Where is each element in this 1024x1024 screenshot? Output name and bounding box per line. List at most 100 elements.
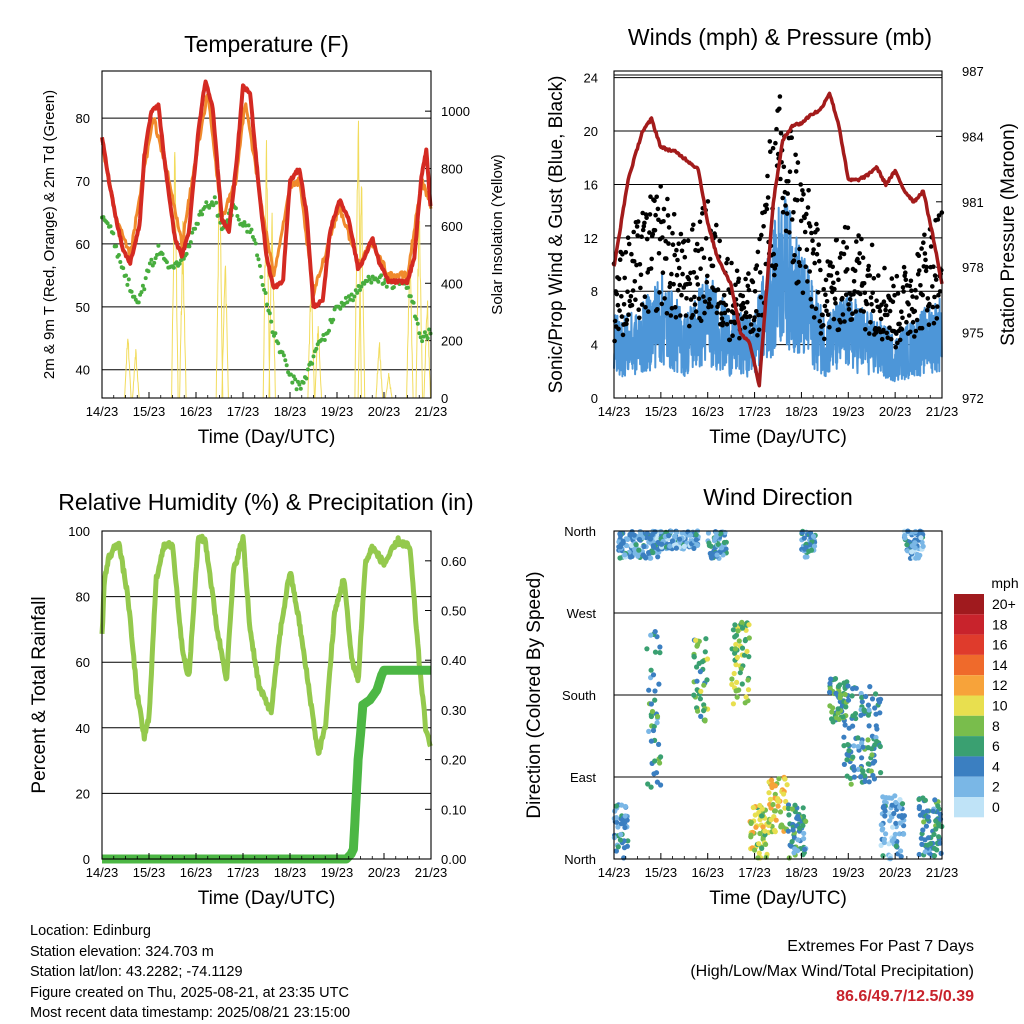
- direction-point: [782, 776, 788, 782]
- direction-point: [923, 823, 930, 829]
- station-info: Location: Edinburg Station elevation: 32…: [30, 921, 350, 1024]
- direction-point: [732, 634, 738, 640]
- dewpoint-point: [408, 294, 413, 299]
- direction-point: [931, 845, 938, 852]
- gust-point: [799, 197, 805, 203]
- direction-point: [654, 720, 660, 726]
- direction-point: [920, 543, 926, 550]
- direction-point: [920, 827, 926, 833]
- temp-y2-axis-title: Solar Insolation (Yellow): [489, 154, 506, 314]
- direction-point: [752, 812, 758, 818]
- direction-point: [803, 818, 809, 825]
- gust-point: [755, 249, 761, 255]
- gust-point: [876, 326, 882, 331]
- gust-point: [895, 340, 900, 346]
- gust-point: [707, 297, 712, 302]
- direction-point: [624, 817, 630, 823]
- dewpoint-point: [126, 277, 131, 282]
- gust-point: [823, 277, 829, 283]
- dewpoint-point: [164, 260, 169, 265]
- gust-point: [922, 251, 928, 256]
- gust-point: [781, 164, 787, 170]
- direction-point: [922, 797, 929, 803]
- direction-point: [778, 824, 784, 830]
- gust-point: [616, 326, 621, 332]
- direction-point: [792, 802, 798, 808]
- gust-point: [764, 202, 769, 208]
- direction-point: [924, 808, 930, 814]
- legend-label: 20+: [992, 596, 1016, 612]
- gust-point: [844, 245, 850, 250]
- direction-point: [743, 694, 749, 700]
- dewpoint-point: [355, 290, 360, 295]
- dewpoint-point: [358, 288, 362, 292]
- gust-point: [616, 276, 622, 282]
- direction-point: [880, 794, 886, 800]
- direction-point: [931, 831, 937, 838]
- direction-point: [806, 548, 812, 554]
- gust-point: [697, 219, 703, 225]
- direction-point: [880, 853, 886, 859]
- gust-point: [907, 283, 913, 289]
- direction-point: [617, 837, 624, 843]
- dewpoint-point: [369, 280, 374, 285]
- wind-x-tick-label: 21/23: [926, 404, 959, 419]
- temp-chart-title: Temperature (F): [184, 31, 349, 57]
- dewpoint-point: [301, 380, 306, 385]
- direction-point: [835, 683, 842, 690]
- gust-point: [935, 217, 941, 222]
- gust-point: [634, 224, 640, 229]
- direction-point: [829, 716, 835, 722]
- dewpoint-point: [291, 374, 296, 379]
- direction-point: [648, 701, 655, 707]
- direction-point: [874, 738, 880, 745]
- direction-point: [701, 682, 707, 688]
- gust-point: [736, 276, 742, 282]
- gust-point: [861, 281, 867, 286]
- gust-point: [648, 266, 654, 271]
- gust-point: [903, 277, 909, 283]
- direction-point: [618, 831, 624, 838]
- gust-point: [761, 224, 766, 229]
- station-latlon: Station lat/lon: 43.2282; -74.1129: [30, 964, 243, 980]
- direction-point: [657, 644, 663, 650]
- direction-point: [613, 803, 620, 809]
- direction-point: [667, 543, 673, 549]
- gust-point: [783, 203, 788, 208]
- gust-point: [683, 313, 689, 318]
- temp-y-tick-label: 60: [76, 237, 90, 252]
- direction-point: [744, 648, 750, 655]
- gust-point: [928, 244, 934, 249]
- direction-point: [842, 722, 848, 728]
- direction-point: [867, 684, 873, 690]
- gust-point: [789, 135, 794, 140]
- wind-y-tick-label: 20: [584, 124, 598, 139]
- direction-point: [827, 689, 833, 696]
- rh-y-tick-label: 20: [76, 786, 90, 801]
- direction-point: [893, 799, 899, 806]
- gust-point: [652, 198, 657, 204]
- direction-point: [657, 650, 663, 656]
- direction-point: [893, 820, 899, 826]
- gust-point: [876, 273, 881, 278]
- dewpoint-point: [140, 283, 145, 288]
- dewpoint-point: [121, 266, 126, 271]
- dewpoint-point: [391, 285, 396, 290]
- direction-point: [872, 758, 878, 764]
- dir-y-tick-label: North: [564, 852, 596, 867]
- gust-point: [743, 310, 749, 315]
- legend-label: 10: [992, 698, 1008, 714]
- legend-swatch: [954, 776, 984, 797]
- direction-point: [878, 770, 884, 776]
- gust-point: [922, 232, 927, 238]
- gust-point: [623, 250, 629, 255]
- legend-swatch: [954, 797, 984, 818]
- gust-point: [756, 312, 761, 318]
- gust-point: [824, 308, 829, 314]
- direction-point: [872, 705, 878, 711]
- gust-point: [867, 273, 873, 278]
- gust-point: [666, 241, 671, 246]
- direction-point: [703, 636, 709, 642]
- gust-point: [698, 266, 703, 272]
- direction-point: [656, 741, 662, 748]
